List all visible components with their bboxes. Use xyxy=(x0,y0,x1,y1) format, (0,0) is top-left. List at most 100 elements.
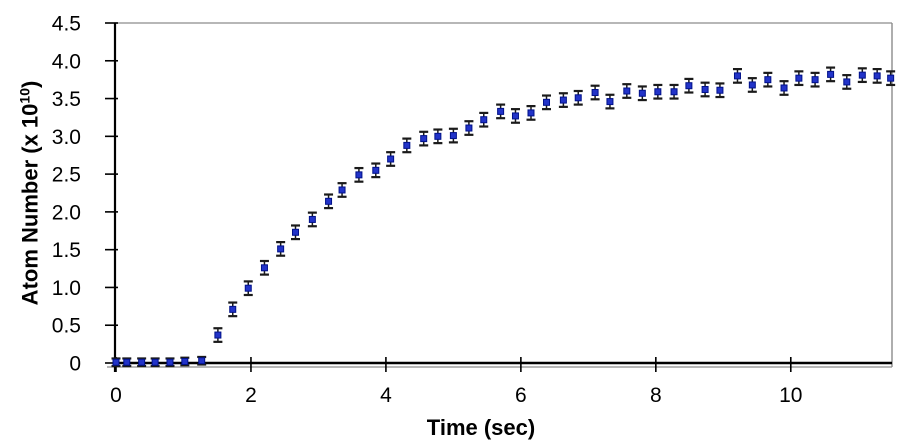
y-axis-tick-label: 4.5 xyxy=(52,13,81,36)
data-marker xyxy=(372,166,380,174)
data-point xyxy=(542,94,552,111)
data-point xyxy=(433,128,443,145)
data-marker xyxy=(403,141,411,149)
data-point xyxy=(669,83,679,100)
data-marker xyxy=(527,109,535,117)
data-point xyxy=(622,83,632,99)
data-point xyxy=(872,67,882,84)
data-marker xyxy=(685,82,693,90)
data-point xyxy=(810,71,820,88)
y-axis-tick-label: 3.5 xyxy=(52,88,81,111)
data-marker xyxy=(420,135,428,143)
y-axis-title-superscript: 10 xyxy=(16,88,33,104)
x-axis-tick-label: 2 xyxy=(245,384,257,407)
data-marker xyxy=(811,76,819,84)
y-axis-tick-label: 1.5 xyxy=(52,239,81,262)
data-marker xyxy=(733,72,741,80)
data-marker xyxy=(795,74,803,82)
data-point xyxy=(826,66,836,83)
data-point xyxy=(290,224,300,241)
x-axis-title: Time (sec) xyxy=(427,415,535,441)
data-point xyxy=(479,111,489,128)
data-marker xyxy=(355,171,363,179)
data-point xyxy=(150,357,160,368)
data-marker xyxy=(325,197,333,205)
data-marker xyxy=(214,331,222,339)
x-axis-tick-label: 8 xyxy=(650,384,662,407)
data-point xyxy=(180,356,190,367)
data-marker xyxy=(858,71,866,79)
data-point xyxy=(637,85,647,102)
data-point xyxy=(228,301,238,318)
data-point xyxy=(386,151,396,167)
data-marker xyxy=(654,88,662,96)
data-point xyxy=(653,83,663,100)
y-axis-tick-label: 2.0 xyxy=(52,201,81,224)
y-axis-tick-label: 1.0 xyxy=(52,277,81,300)
data-point xyxy=(111,357,121,368)
data-point xyxy=(700,81,710,98)
data-point xyxy=(590,84,600,101)
data-marker xyxy=(748,81,756,89)
data-marker xyxy=(623,87,631,95)
data-marker xyxy=(291,228,299,236)
data-point xyxy=(307,211,317,228)
data-point xyxy=(605,93,615,110)
data-point xyxy=(137,357,147,368)
data-point xyxy=(165,357,175,368)
x-axis-tick-label: 0 xyxy=(110,384,122,407)
data-point xyxy=(276,241,286,257)
x-axis-tick-label: 6 xyxy=(515,384,527,407)
data-point xyxy=(684,77,694,94)
data-point xyxy=(337,182,347,198)
data-marker xyxy=(338,186,346,194)
data-marker xyxy=(716,86,724,94)
data-marker xyxy=(701,85,709,93)
data-marker xyxy=(434,132,442,140)
y-axis-tick-label: 0 xyxy=(69,353,81,376)
data-point xyxy=(213,327,223,343)
data-point xyxy=(324,193,334,210)
data-marker xyxy=(166,358,174,366)
data-point xyxy=(122,357,132,368)
data-marker xyxy=(780,84,788,92)
data-marker xyxy=(308,215,316,223)
data-marker xyxy=(244,284,252,292)
data-marker xyxy=(873,72,881,80)
data-marker xyxy=(887,74,895,82)
y-axis-tick-label: 2.5 xyxy=(52,164,81,187)
y-axis-tick-label: 4.0 xyxy=(52,50,81,73)
data-marker xyxy=(277,245,285,253)
data-marker xyxy=(511,112,519,120)
data-marker xyxy=(591,89,599,97)
data-point xyxy=(842,74,852,90)
data-marker xyxy=(497,107,505,115)
data-marker xyxy=(112,358,120,366)
y-axis-tick-label: 3.0 xyxy=(52,126,81,149)
data-marker xyxy=(480,116,488,124)
data-point xyxy=(715,82,725,99)
x-axis-title-text: Time (sec) xyxy=(426,415,536,440)
data-point xyxy=(510,108,520,124)
data-point xyxy=(464,120,474,136)
data-marker xyxy=(151,358,159,366)
y-axis-title-text: Atom Number (x 10 xyxy=(17,103,43,306)
data-marker xyxy=(260,264,268,272)
y-axis-tick-label: 0.5 xyxy=(52,315,81,338)
y-axis-title-close: ) xyxy=(17,80,43,89)
data-point xyxy=(448,127,458,144)
data-marker xyxy=(574,94,582,102)
data-marker xyxy=(138,358,146,366)
data-marker xyxy=(827,70,835,78)
data-point xyxy=(886,70,896,87)
data-point xyxy=(857,67,867,84)
data-marker xyxy=(764,76,772,84)
data-point xyxy=(747,77,757,93)
data-marker xyxy=(387,155,395,163)
x-axis-tick-label: 4 xyxy=(380,384,392,407)
data-marker xyxy=(465,124,473,132)
data-marker xyxy=(559,96,567,104)
data-point xyxy=(197,355,207,366)
